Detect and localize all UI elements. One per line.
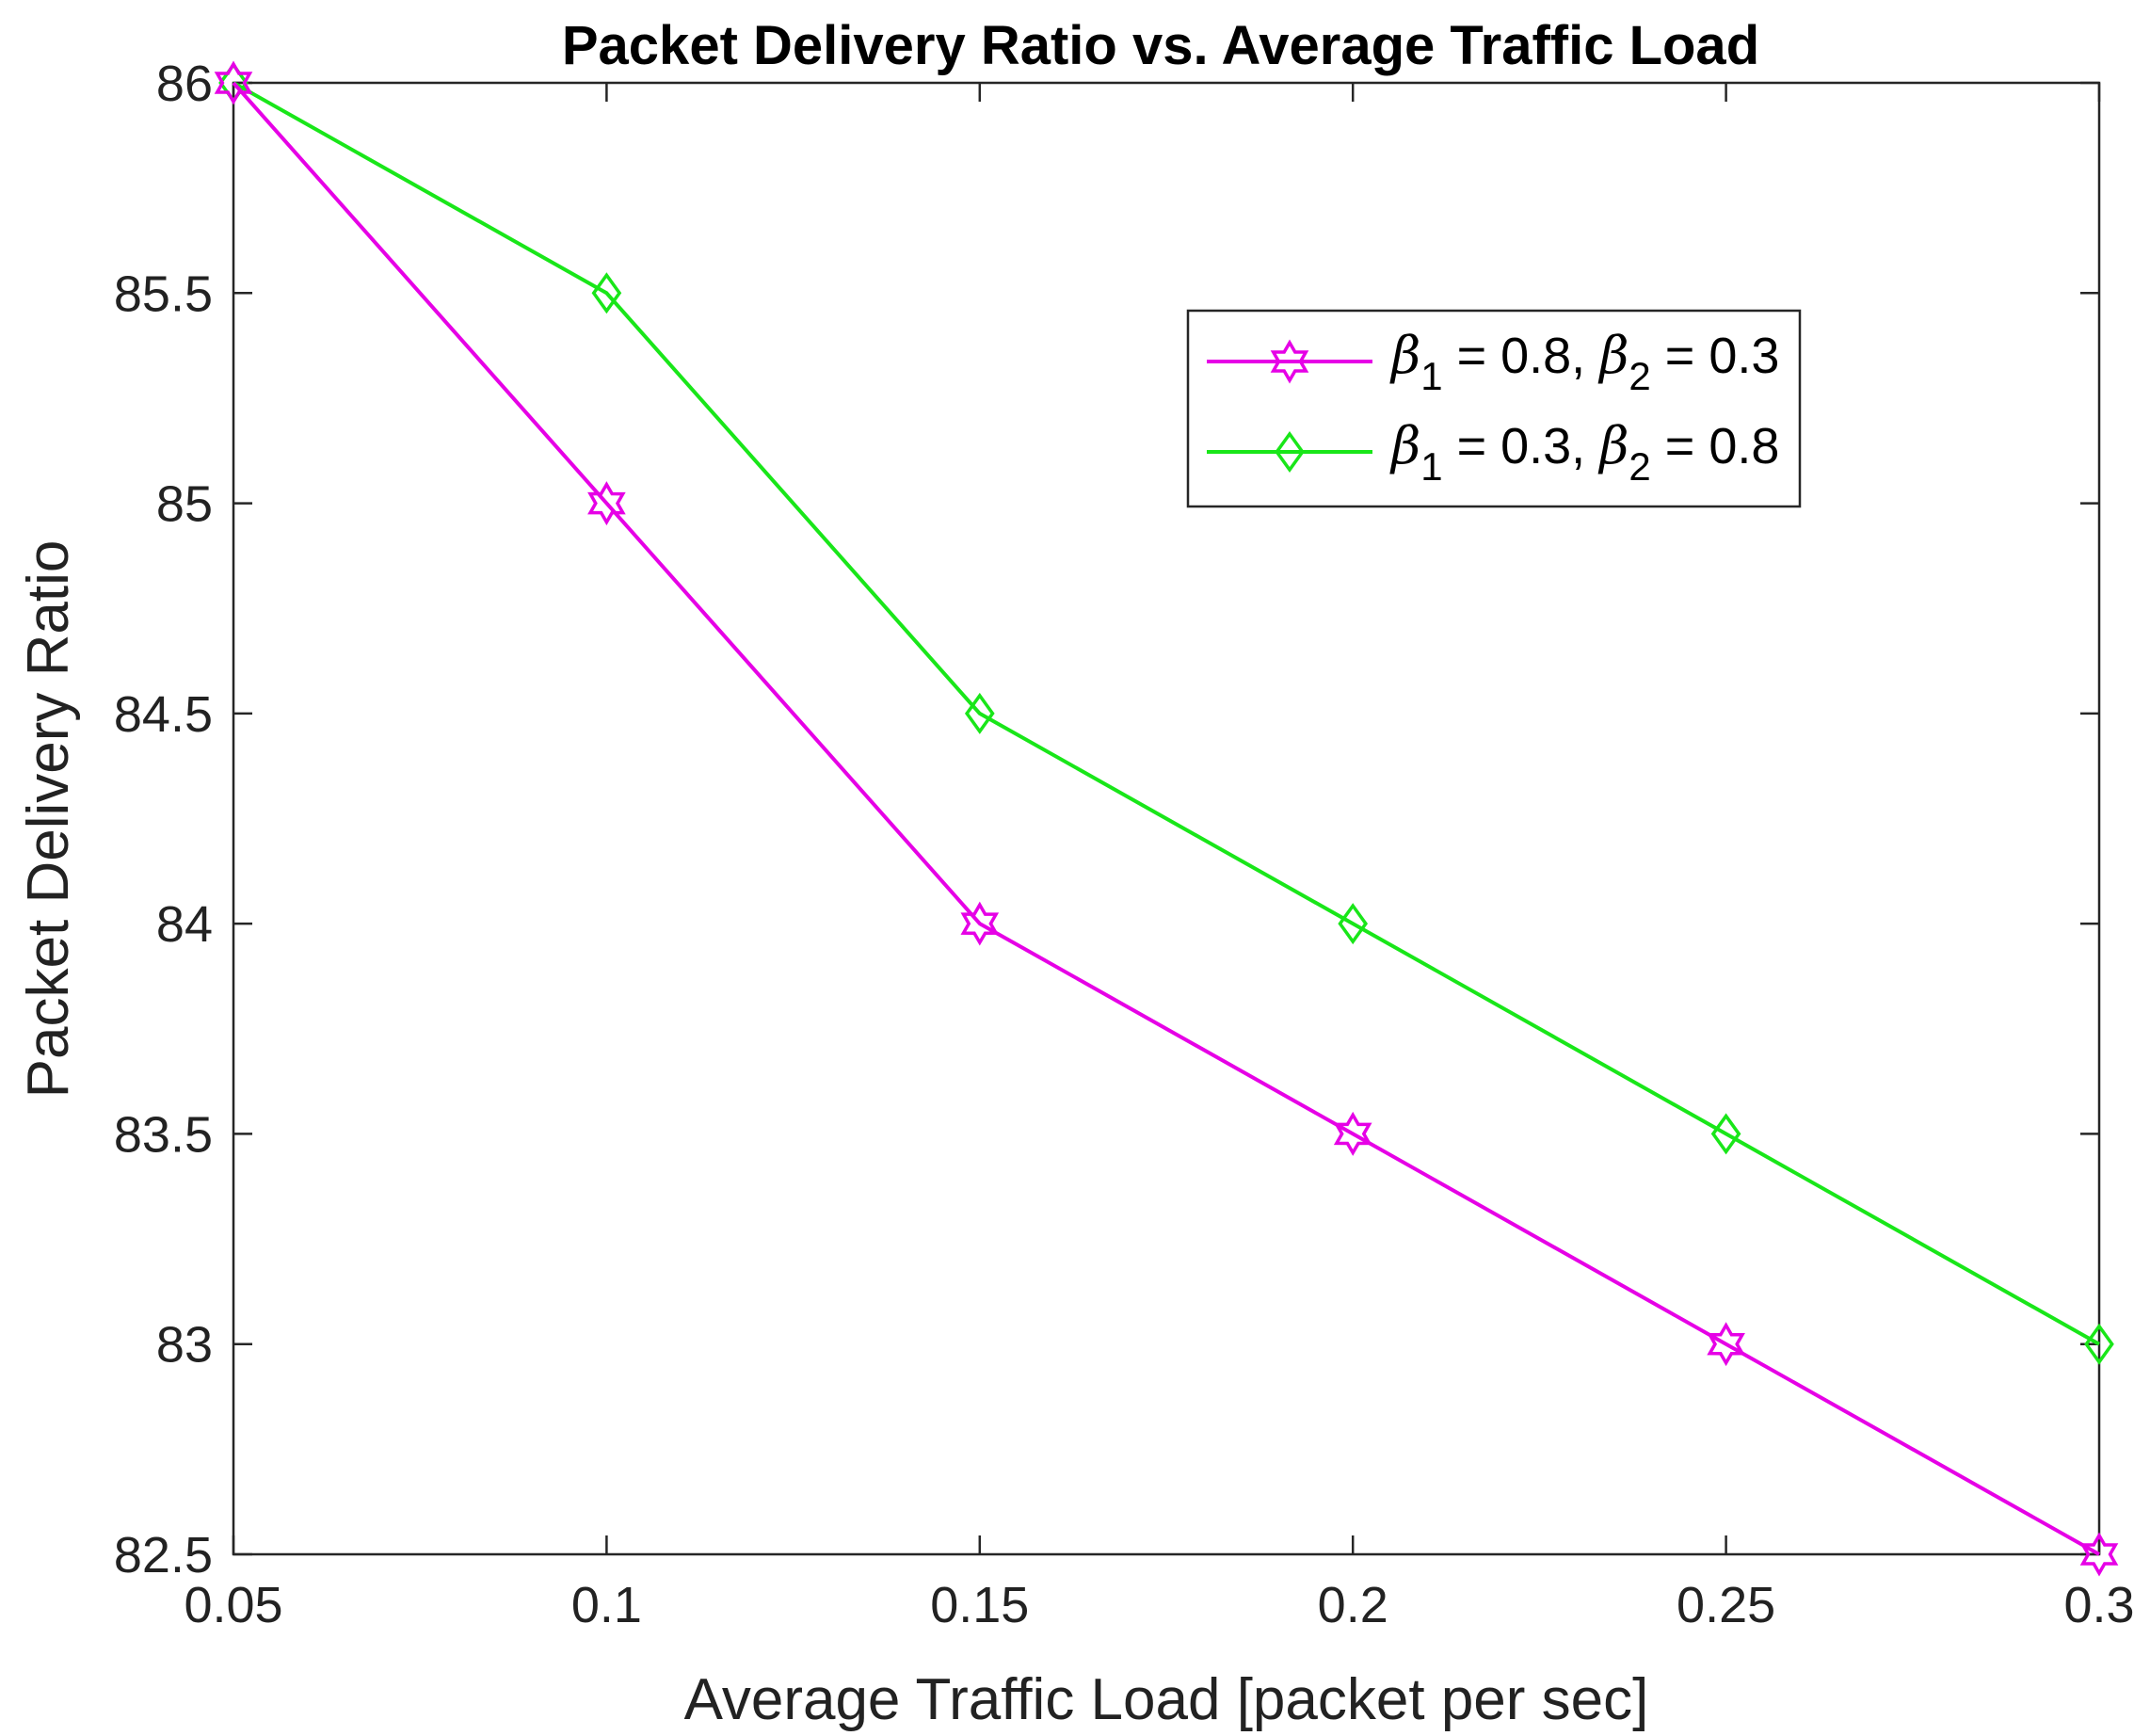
y-tick-label: 86 — [156, 56, 213, 112]
data-point — [2079, 1532, 2119, 1577]
legend-mid: = 0.8, — [1443, 328, 1600, 384]
series-layer — [214, 60, 2119, 1577]
data-point — [1338, 903, 1369, 945]
legend-sym2: β — [1597, 416, 1629, 475]
series-line — [232, 81, 2100, 1556]
legend-sub2: 2 — [1629, 354, 1650, 398]
chart-title: Packet Delivery Ratio vs. Average Traffi… — [562, 15, 1759, 76]
y-tick-labels: 82.5 83 83.5 84 84.5 85 85.5 86 — [114, 56, 213, 1583]
series-line — [233, 81, 2100, 1346]
legend-label: β1 = 0.8, β2 = 0.3 — [1389, 326, 1779, 398]
legend-sub2: 2 — [1629, 444, 1650, 489]
legend-sym1: β — [1389, 326, 1420, 385]
y-tick-label: 84 — [156, 896, 213, 953]
data-point — [1710, 1113, 1741, 1155]
legend: β1 = 0.8, β2 = 0.3β1 = 0.3, β2 = 0.8 — [1186, 309, 1802, 508]
y-axis-label: Packet Delivery Ratio — [16, 540, 81, 1099]
data-point — [960, 901, 1000, 946]
legend-sub1: 1 — [1420, 354, 1442, 398]
legend-end: = 0.3 — [1651, 328, 1780, 384]
legend-mid: = 0.3, — [1443, 418, 1600, 474]
legend-entry-2: β1 = 0.3, β2 = 0.8 — [1207, 416, 1779, 489]
x-tick-label: 0.3 — [2063, 1577, 2134, 1633]
data-point — [964, 692, 995, 734]
data-point — [1707, 1322, 1745, 1367]
y-tick-label: 85.5 — [114, 265, 213, 322]
legend-sym1: β — [1389, 416, 1420, 475]
data-point — [587, 481, 626, 526]
legend-sub1: 1 — [1420, 444, 1442, 489]
x-tick-label: 0.15 — [930, 1577, 1029, 1633]
x-axis-label: Average Traffic Load [packet per sec] — [684, 1667, 1649, 1732]
data-point — [2084, 1323, 2114, 1365]
series-2 — [218, 62, 2114, 1365]
legend-entry-1: β1 = 0.8, β2 = 0.3 — [1207, 326, 1779, 398]
y-tick-label: 83.5 — [114, 1106, 213, 1163]
x-tick-label: 0.2 — [1318, 1577, 1388, 1633]
data-point — [591, 272, 622, 314]
series-1 — [214, 60, 2119, 1577]
data-point — [1333, 1111, 1372, 1156]
x-tick-label: 0.1 — [571, 1577, 642, 1633]
legend-sym2: β — [1597, 326, 1629, 385]
x-tick-label: 0.05 — [184, 1577, 282, 1633]
legend-end: = 0.8 — [1651, 418, 1780, 474]
y-tick-label: 83 — [156, 1317, 213, 1374]
y-tick-label: 84.5 — [114, 686, 213, 743]
x-tick-label: 0.25 — [1677, 1577, 1775, 1633]
legend-marker — [1270, 339, 1309, 384]
y-tick-label: 82.5 — [114, 1527, 213, 1583]
data-point — [214, 60, 253, 105]
legend-label: β1 = 0.3, β2 = 0.8 — [1389, 416, 1779, 489]
legend-marker — [1275, 431, 1305, 473]
y-tick-label: 85 — [156, 476, 213, 533]
x-tick-labels: 0.05 0.1 0.15 0.2 0.25 0.3 — [184, 1577, 2134, 1633]
